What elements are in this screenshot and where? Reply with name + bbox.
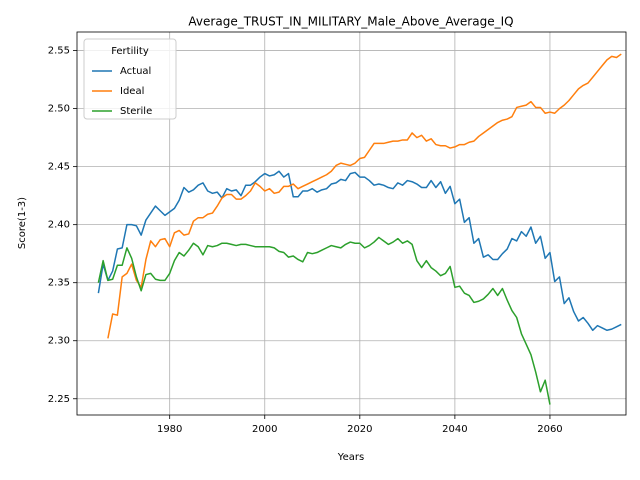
legend-box xyxy=(83,38,177,120)
y-tick-label: 2.50 xyxy=(48,104,70,115)
x-tick-label: 2020 xyxy=(347,424,372,435)
x-axis-label: Years xyxy=(337,452,364,463)
y-axis-label: Score(1-3) xyxy=(17,197,28,249)
y-tick-label: 2.55 xyxy=(48,46,70,57)
x-tick-label: 2000 xyxy=(252,424,277,435)
series-line xyxy=(97,170,622,332)
legend-label: Sterile xyxy=(120,106,152,117)
y-tick-label: 2.30 xyxy=(48,336,70,347)
y-tick-label: 2.35 xyxy=(48,278,70,289)
plot-frame xyxy=(76,31,627,416)
legend-title: Fertility xyxy=(111,46,149,57)
y-tick-label: 2.40 xyxy=(48,220,70,231)
y-tick-label: 2.45 xyxy=(48,162,70,173)
x-tick-label: 2060 xyxy=(537,424,562,435)
x-tick-label: 1980 xyxy=(157,424,182,435)
legend-label: Ideal xyxy=(120,86,144,97)
chart-title: Average_TRUST_IN_MILITARY_Male_Above_Ave… xyxy=(188,15,513,29)
legend-label: Actual xyxy=(120,66,151,77)
series-line xyxy=(107,53,622,339)
x-tick-label: 2040 xyxy=(442,424,467,435)
series-line xyxy=(97,236,551,405)
y-tick-label: 2.25 xyxy=(48,394,70,405)
legend: Fertility Actual Ideal Sterile xyxy=(83,38,177,120)
